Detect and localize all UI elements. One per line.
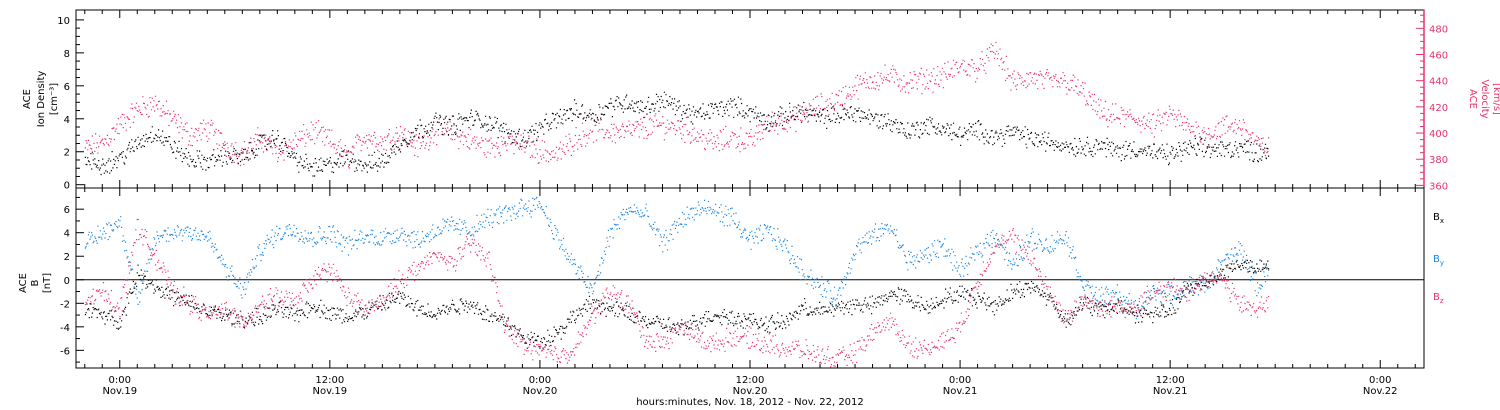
velocity-axis-ticks: 360 380 400 420 440 460 480 (1416, 10, 1448, 192)
velocity-tick-label: 460 (1429, 51, 1448, 62)
date-tick-label: Nov.21 (1153, 386, 1188, 397)
b-field-tick-label: 0 (64, 276, 70, 287)
time-tick-label: 12:00 (315, 375, 344, 386)
legend-bz: Bz (1433, 292, 1444, 305)
top-panel: 0 2 4 6 8 10 360 380 400 420 440 460 480 ACE Ion De… (22, 9, 1500, 192)
top-time-ticks (84, 10, 1416, 188)
b-field-tick-label: 4 (64, 229, 70, 240)
velocity-tick-label: 480 (1429, 24, 1448, 35)
bottom-time-ticks (84, 188, 1416, 368)
velocity-label-line-1: ACE (1467, 89, 1478, 109)
time-tick-label: 12:00 (736, 375, 765, 386)
velocity-label-line-3: [km/s] (1491, 83, 1500, 115)
b-field-label-line-3: [nT] (42, 273, 53, 293)
b-field-label-line-1: ACE (18, 273, 29, 293)
velocity-label-line-2: Velocity (1479, 79, 1490, 118)
time-axis-labels: 0:00Nov.1912:00Nov.190:00Nov.2012:00Nov.… (102, 375, 1397, 397)
density-label-line-2: Ion Density (36, 71, 47, 128)
velocity-tick-label: 420 (1429, 103, 1448, 114)
b-field-tick-label: 6 (64, 205, 70, 216)
b-field-tick-label: -2 (60, 299, 70, 310)
density-tick-label: 2 (64, 148, 70, 159)
density-tick-label: 0 (64, 181, 70, 192)
date-tick-label: Nov.21 (943, 386, 978, 397)
density-tick-label: 4 (64, 115, 70, 126)
b-field-legend: Bx By Bz (1433, 212, 1444, 305)
bottom-panel: -6 -4 -2 0 2 4 6 ACE B [nT] Bx By Bz (18, 187, 1444, 369)
density-tick-label: 10 (57, 16, 70, 27)
velocity-tick-label: 400 (1429, 129, 1448, 140)
date-tick-label: Nov.19 (313, 386, 348, 397)
time-tick-label: 12:00 (1156, 375, 1185, 386)
velocity-tick-label: 440 (1429, 77, 1448, 88)
density-axis-ticks: 0 2 4 6 8 10 (57, 16, 84, 192)
time-tick-label: 0:00 (1369, 375, 1391, 386)
b-field-tick-label: 2 (64, 252, 70, 263)
time-tick-label: 0:00 (949, 375, 971, 386)
date-tick-label: Nov.19 (102, 386, 137, 397)
date-tick-label: Nov.20 (523, 386, 558, 397)
b-field-tick-label: -4 (60, 323, 70, 334)
b-field-label-line-2: B (30, 279, 41, 286)
velocity-tick-label: 380 (1429, 155, 1448, 166)
density-tick-label: 8 (64, 49, 70, 60)
velocity-tick-label: 360 (1429, 181, 1448, 192)
legend-bx: Bx (1433, 212, 1444, 225)
bz-series (84, 218, 1270, 368)
b-field-axis-ticks: -6 -4 -2 0 2 4 6 (60, 196, 84, 363)
by-series (84, 196, 1270, 320)
legend-by: By (1433, 254, 1444, 267)
date-tick-label: Nov.22 (1363, 386, 1398, 397)
density-series (84, 91, 1270, 177)
time-tick-label: 0:00 (529, 375, 551, 386)
bottom-panel-series (84, 196, 1270, 368)
velocity-series (84, 41, 1270, 169)
top-panel-series (84, 41, 1270, 177)
time-axis-title: hours:minutes, Nov. 18, 2012 - Nov. 22, … (636, 397, 864, 408)
density-tick-label: 6 (64, 82, 70, 93)
density-label-line-1: ACE (22, 89, 33, 109)
bx-series (84, 259, 1270, 350)
time-tick-label: 0:00 (109, 375, 131, 386)
density-label-line-3: [cm⁻³] (49, 83, 60, 115)
b-field-tick-label: -6 (60, 346, 70, 357)
date-tick-label: Nov.20 (733, 386, 768, 397)
